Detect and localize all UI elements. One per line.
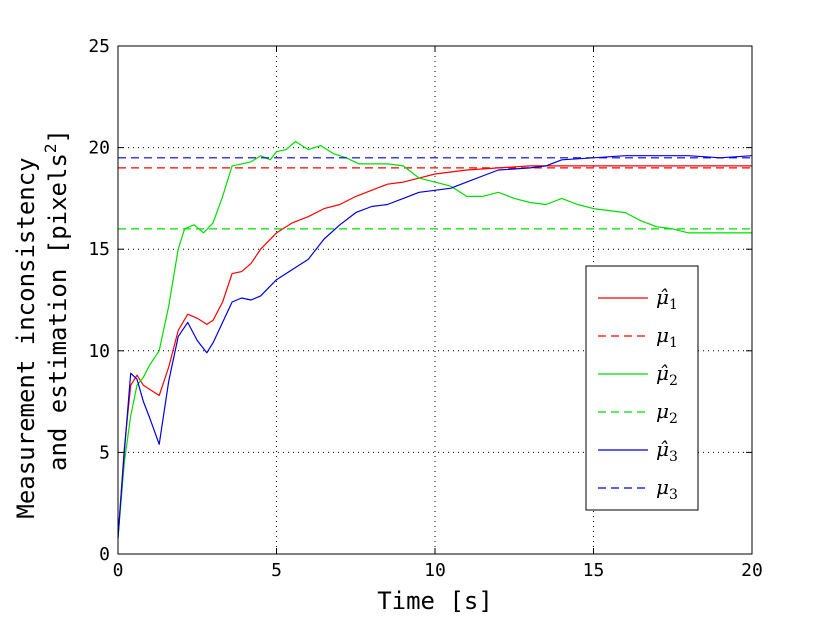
legend-label-3: μ̂2 bbox=[656, 361, 678, 389]
x-tick-label: 0 bbox=[113, 560, 124, 581]
series-line-5 bbox=[117, 155, 753, 538]
y-tick-label: 5 bbox=[99, 442, 110, 463]
series-line-3 bbox=[117, 140, 752, 538]
y-axis-label-close: ] bbox=[44, 129, 72, 143]
legend: μ̂1 μ1 μ̂2 μ2 μ̂3 μ3 bbox=[585, 265, 699, 511]
x-axis-label: Time [s] bbox=[377, 587, 493, 615]
y-tick-label: 15 bbox=[88, 239, 110, 260]
y-axis-label-line2: and estimation [pixels2] bbox=[41, 129, 72, 471]
series-layer bbox=[117, 140, 753, 538]
y-axis-label-superscript: 2 bbox=[41, 143, 60, 153]
y-axis-label-line2-text: and estimation [pixels bbox=[44, 153, 72, 471]
legend-label-4: μ2 bbox=[656, 399, 678, 427]
grid-lines bbox=[118, 46, 752, 554]
y-axis-label-line1: Measurement inconsistency bbox=[12, 157, 40, 518]
legend-box bbox=[585, 265, 699, 511]
y-tick-label: 0 bbox=[99, 544, 110, 565]
y-tick-label: 10 bbox=[88, 341, 110, 362]
legend-label-2: μ1 bbox=[656, 323, 678, 351]
x-tick-label: 20 bbox=[741, 560, 763, 581]
y-tick-label: 25 bbox=[88, 36, 110, 57]
y-tick-label: 20 bbox=[88, 138, 110, 159]
ticks: 0 5 10 15 20 0 5 10 15 20 25 bbox=[88, 36, 763, 581]
legend-label-6: μ3 bbox=[656, 475, 678, 503]
legend-label-1: μ̂1 bbox=[656, 285, 678, 313]
legend-label-5: μ̂3 bbox=[656, 437, 678, 465]
x-tick-label: 15 bbox=[583, 560, 605, 581]
x-tick-label: 10 bbox=[424, 560, 446, 581]
x-tick-label: 5 bbox=[271, 560, 282, 581]
